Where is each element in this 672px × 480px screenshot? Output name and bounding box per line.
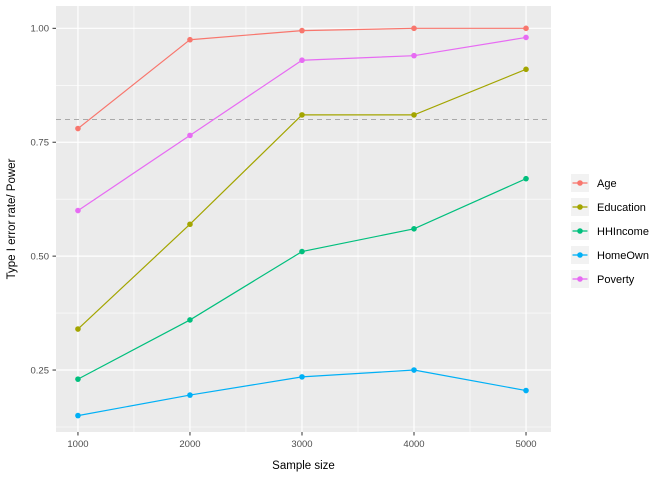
legend-entry-education: Education (571, 198, 646, 216)
x-tick-label: 5000 (515, 439, 536, 450)
y-tick-label: 1.00 (31, 24, 50, 35)
legend-entry-age: Age (571, 174, 617, 192)
data-point-hhincome-4000 (411, 225, 417, 232)
x-tick-label: 4000 (403, 439, 424, 450)
data-point-age-3000 (299, 27, 305, 34)
data-point-education-3000 (299, 112, 305, 118)
data-point-education-1000 (75, 326, 81, 332)
legend-label: Age (597, 178, 617, 190)
data-point-poverty-4000 (411, 52, 417, 59)
data-point-hhincome-2000 (187, 317, 193, 323)
legend-entry-poverty: Poverty (571, 270, 635, 288)
data-point-education-4000 (411, 112, 417, 118)
data-point-education-5000 (523, 66, 529, 73)
data-point-poverty-5000 (523, 34, 529, 41)
x-tick-label: 3000 (291, 439, 312, 450)
data-point-homeown-4000 (411, 367, 417, 373)
legend-key-point (577, 204, 583, 210)
data-point-poverty-1000 (75, 207, 81, 214)
y-tick-label: 0.50 (31, 251, 50, 262)
data-point-age-4000 (411, 25, 417, 32)
x-axis-title: Sample size (272, 460, 335, 472)
data-point-education-2000 (187, 221, 193, 228)
data-point-homeown-1000 (75, 412, 81, 419)
data-point-age-1000 (75, 125, 81, 132)
data-point-homeown-5000 (523, 387, 529, 394)
legend-key-point (577, 252, 583, 258)
legend-entry-homeown: HomeOwn (571, 246, 649, 264)
x-tick-label: 1000 (67, 439, 88, 450)
data-point-hhincome-3000 (299, 248, 305, 255)
legend-label: Education (597, 202, 646, 214)
data-point-age-2000 (187, 36, 193, 43)
legend-key-point (577, 228, 583, 234)
data-point-poverty-2000 (187, 132, 193, 139)
y-tick-label: 0.25 (31, 365, 50, 376)
legend-key-point (577, 180, 583, 186)
plot-panel (56, 6, 551, 432)
data-point-homeown-2000 (187, 392, 193, 398)
legend-label: HHIncome (597, 226, 649, 238)
data-point-poverty-3000 (299, 57, 305, 64)
data-point-age-5000 (523, 25, 529, 32)
data-point-hhincome-1000 (75, 376, 81, 382)
data-point-hhincome-5000 (523, 175, 529, 182)
y-tick-label: 0.75 (31, 138, 50, 149)
data-point-homeown-3000 (299, 374, 305, 380)
legend-entry-hhincome: HHIncome (571, 222, 649, 240)
legend-key-point (577, 276, 583, 282)
x-tick-label: 2000 (179, 439, 200, 450)
legend-label: HomeOwn (597, 250, 649, 262)
y-axis-title: Type I error rate/ Power (6, 158, 18, 279)
legend-label: Poverty (597, 274, 635, 286)
